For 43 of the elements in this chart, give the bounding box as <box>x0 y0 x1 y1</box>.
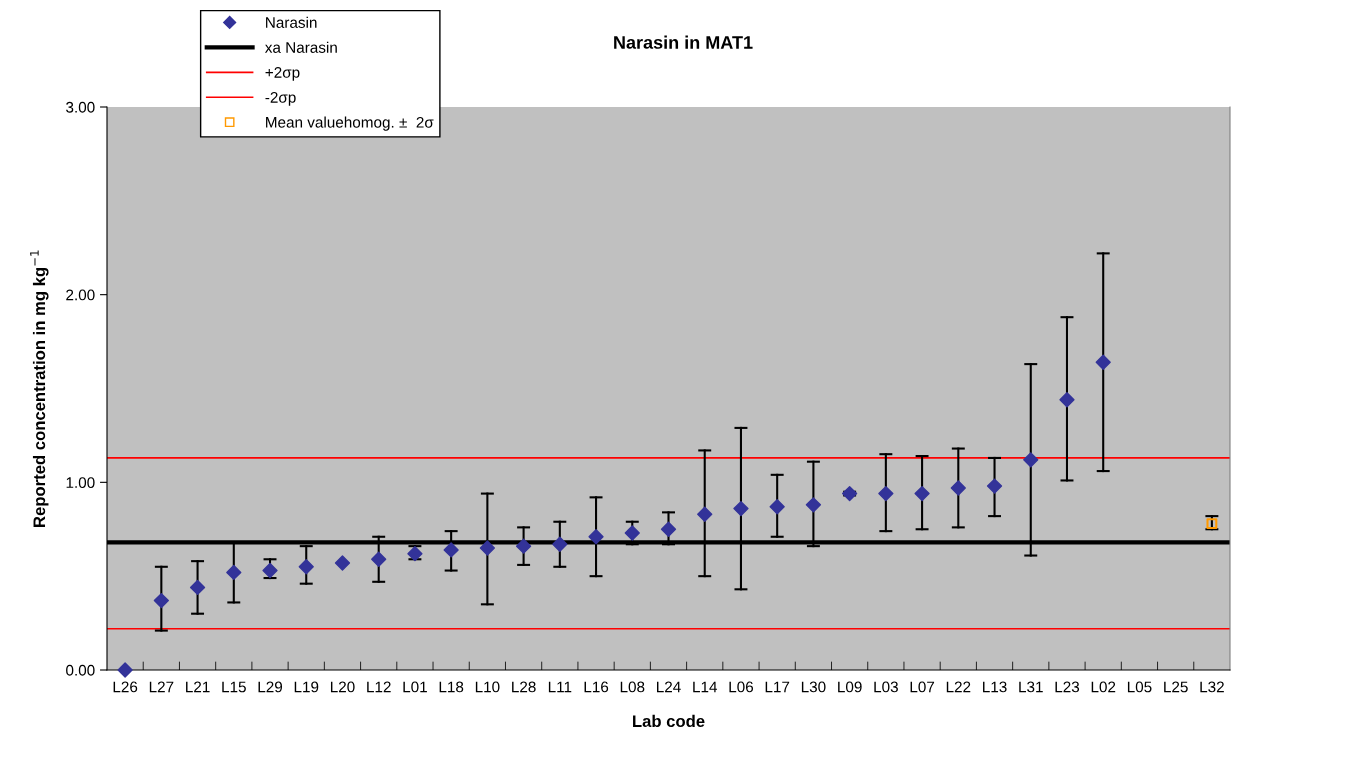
x-tick-label: L03 <box>874 681 898 693</box>
legend-label: -2σp <box>265 91 296 106</box>
y-axis-title: Reported concentration in mg kg$^{−1}$ <box>30 250 49 527</box>
x-tick-label: L21 <box>186 681 210 693</box>
x-tick-label: L31 <box>1019 681 1043 693</box>
x-tick-label: L08 <box>620 681 645 693</box>
x-tick-label: L05 <box>1127 681 1152 693</box>
x-tick-label: L06 <box>729 681 754 693</box>
x-tick-label: L18 <box>439 681 464 693</box>
x-tick-label: L32 <box>1200 681 1224 693</box>
legend-label: Narasin <box>266 16 317 28</box>
x-tick-label: L17 <box>765 681 790 693</box>
x-tick-label: L24 <box>657 681 681 693</box>
x-tick-label: L13 <box>983 681 1007 693</box>
chart-title: Narasin in MAT1 <box>614 35 753 49</box>
x-tick-label: L30 <box>801 681 826 693</box>
x-tick-label: L22 <box>946 681 971 693</box>
x-tick-label: L29 <box>258 681 283 693</box>
legend-label: +2σp <box>265 67 300 81</box>
x-tick-label: L15 <box>222 681 246 693</box>
x-tick-label: L10 <box>475 681 500 693</box>
x-tick-label: L09 <box>838 681 862 693</box>
y-tick-label: 0.00 <box>66 664 95 676</box>
x-tick-label: L23 <box>1055 681 1080 693</box>
x-tick-label: L01 <box>403 681 427 693</box>
y-tick-label: 2.00 <box>66 289 95 301</box>
legend-label: Mean valuehomog. ± 2σ <box>266 116 434 131</box>
x-tick-label: L02 <box>1091 681 1116 693</box>
x-tick-label: L26 <box>113 681 138 693</box>
x-tick-label: L16 <box>584 681 609 693</box>
x-axis-title: Lab code <box>633 714 705 728</box>
x-tick-label: L11 <box>548 681 572 693</box>
x-tick-label: L14 <box>693 681 718 693</box>
x-tick-label: L28 <box>512 681 536 693</box>
x-tick-label: L20 <box>330 681 355 693</box>
y-tick-label: 3.00 <box>66 101 95 113</box>
x-tick-label: L19 <box>294 681 319 693</box>
x-tick-label: L27 <box>149 681 174 693</box>
x-tick-label: L25 <box>1164 681 1188 693</box>
y-tick-label: 1.00 <box>66 477 95 489</box>
x-tick-label: L07 <box>910 681 935 693</box>
legend-label: xa Narasin <box>264 41 337 53</box>
x-tick-label: L12 <box>367 681 391 693</box>
